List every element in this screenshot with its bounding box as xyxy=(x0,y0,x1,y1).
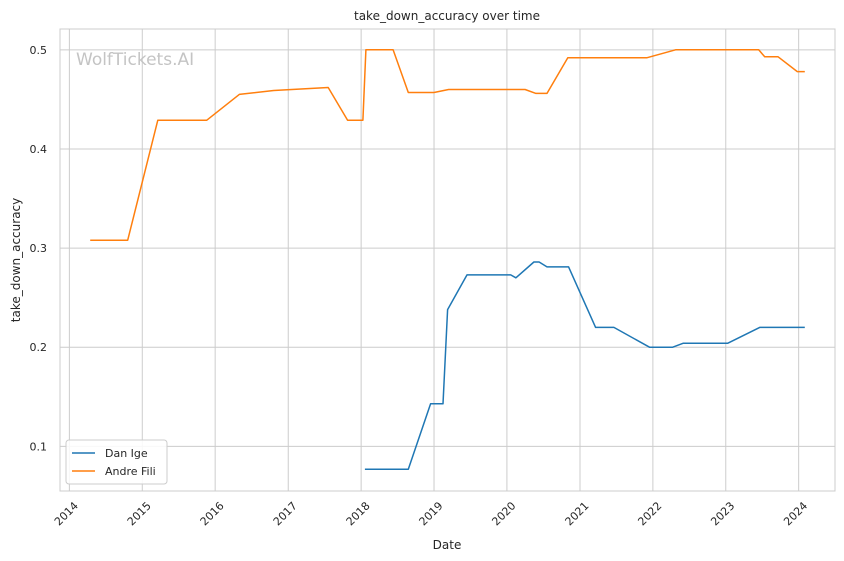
y-tick-label: 0.5 xyxy=(30,44,48,57)
x-tick-label: 2016 xyxy=(198,499,227,528)
y-tick-label: 0.4 xyxy=(30,143,48,156)
y-tick-label: 0.2 xyxy=(30,341,48,354)
grid xyxy=(60,29,835,491)
x-tick-label: 2017 xyxy=(271,499,300,528)
legend-label-dan-ige: Dan Ige xyxy=(105,447,148,460)
plot-background xyxy=(59,28,836,492)
x-tick-label: 2022 xyxy=(635,499,664,528)
chart-title: take_down_accuracy over time xyxy=(354,9,540,23)
legend-label-andre-fili: Andre Fili xyxy=(105,465,156,478)
x-tick-label: 2023 xyxy=(708,499,737,528)
x-tick-label: 2018 xyxy=(344,499,373,528)
legend: Dan Ige Andre Fili xyxy=(65,439,168,485)
series-line-dan-ige xyxy=(364,261,805,470)
x-tick-label: 2021 xyxy=(563,499,592,528)
watermark: WolfTickets.AI xyxy=(76,50,194,70)
x-tick-label: 2024 xyxy=(781,499,810,528)
x-tick-label: 2014 xyxy=(52,499,81,528)
legend-box xyxy=(65,439,168,485)
y-tick-label: 0.1 xyxy=(30,440,48,453)
x-tick-label: 2015 xyxy=(125,499,154,528)
series-line-andre-fili xyxy=(90,49,805,241)
y-tick-label: 0.3 xyxy=(30,242,48,255)
y-axis-label: take_down_accuracy xyxy=(9,198,23,322)
x-axis-ticks: 2014 2015 2016 2017 2018 2019 2020 2021 2022 2023… xyxy=(52,499,810,528)
y-axis-ticks: 0.1 0.2 0.3 0.4 0.5 xyxy=(30,44,48,454)
x-axis-label: Date xyxy=(433,538,462,552)
series-lines xyxy=(90,49,805,470)
x-tick-label: 2020 xyxy=(489,499,518,528)
x-tick-label: 2019 xyxy=(417,499,446,528)
